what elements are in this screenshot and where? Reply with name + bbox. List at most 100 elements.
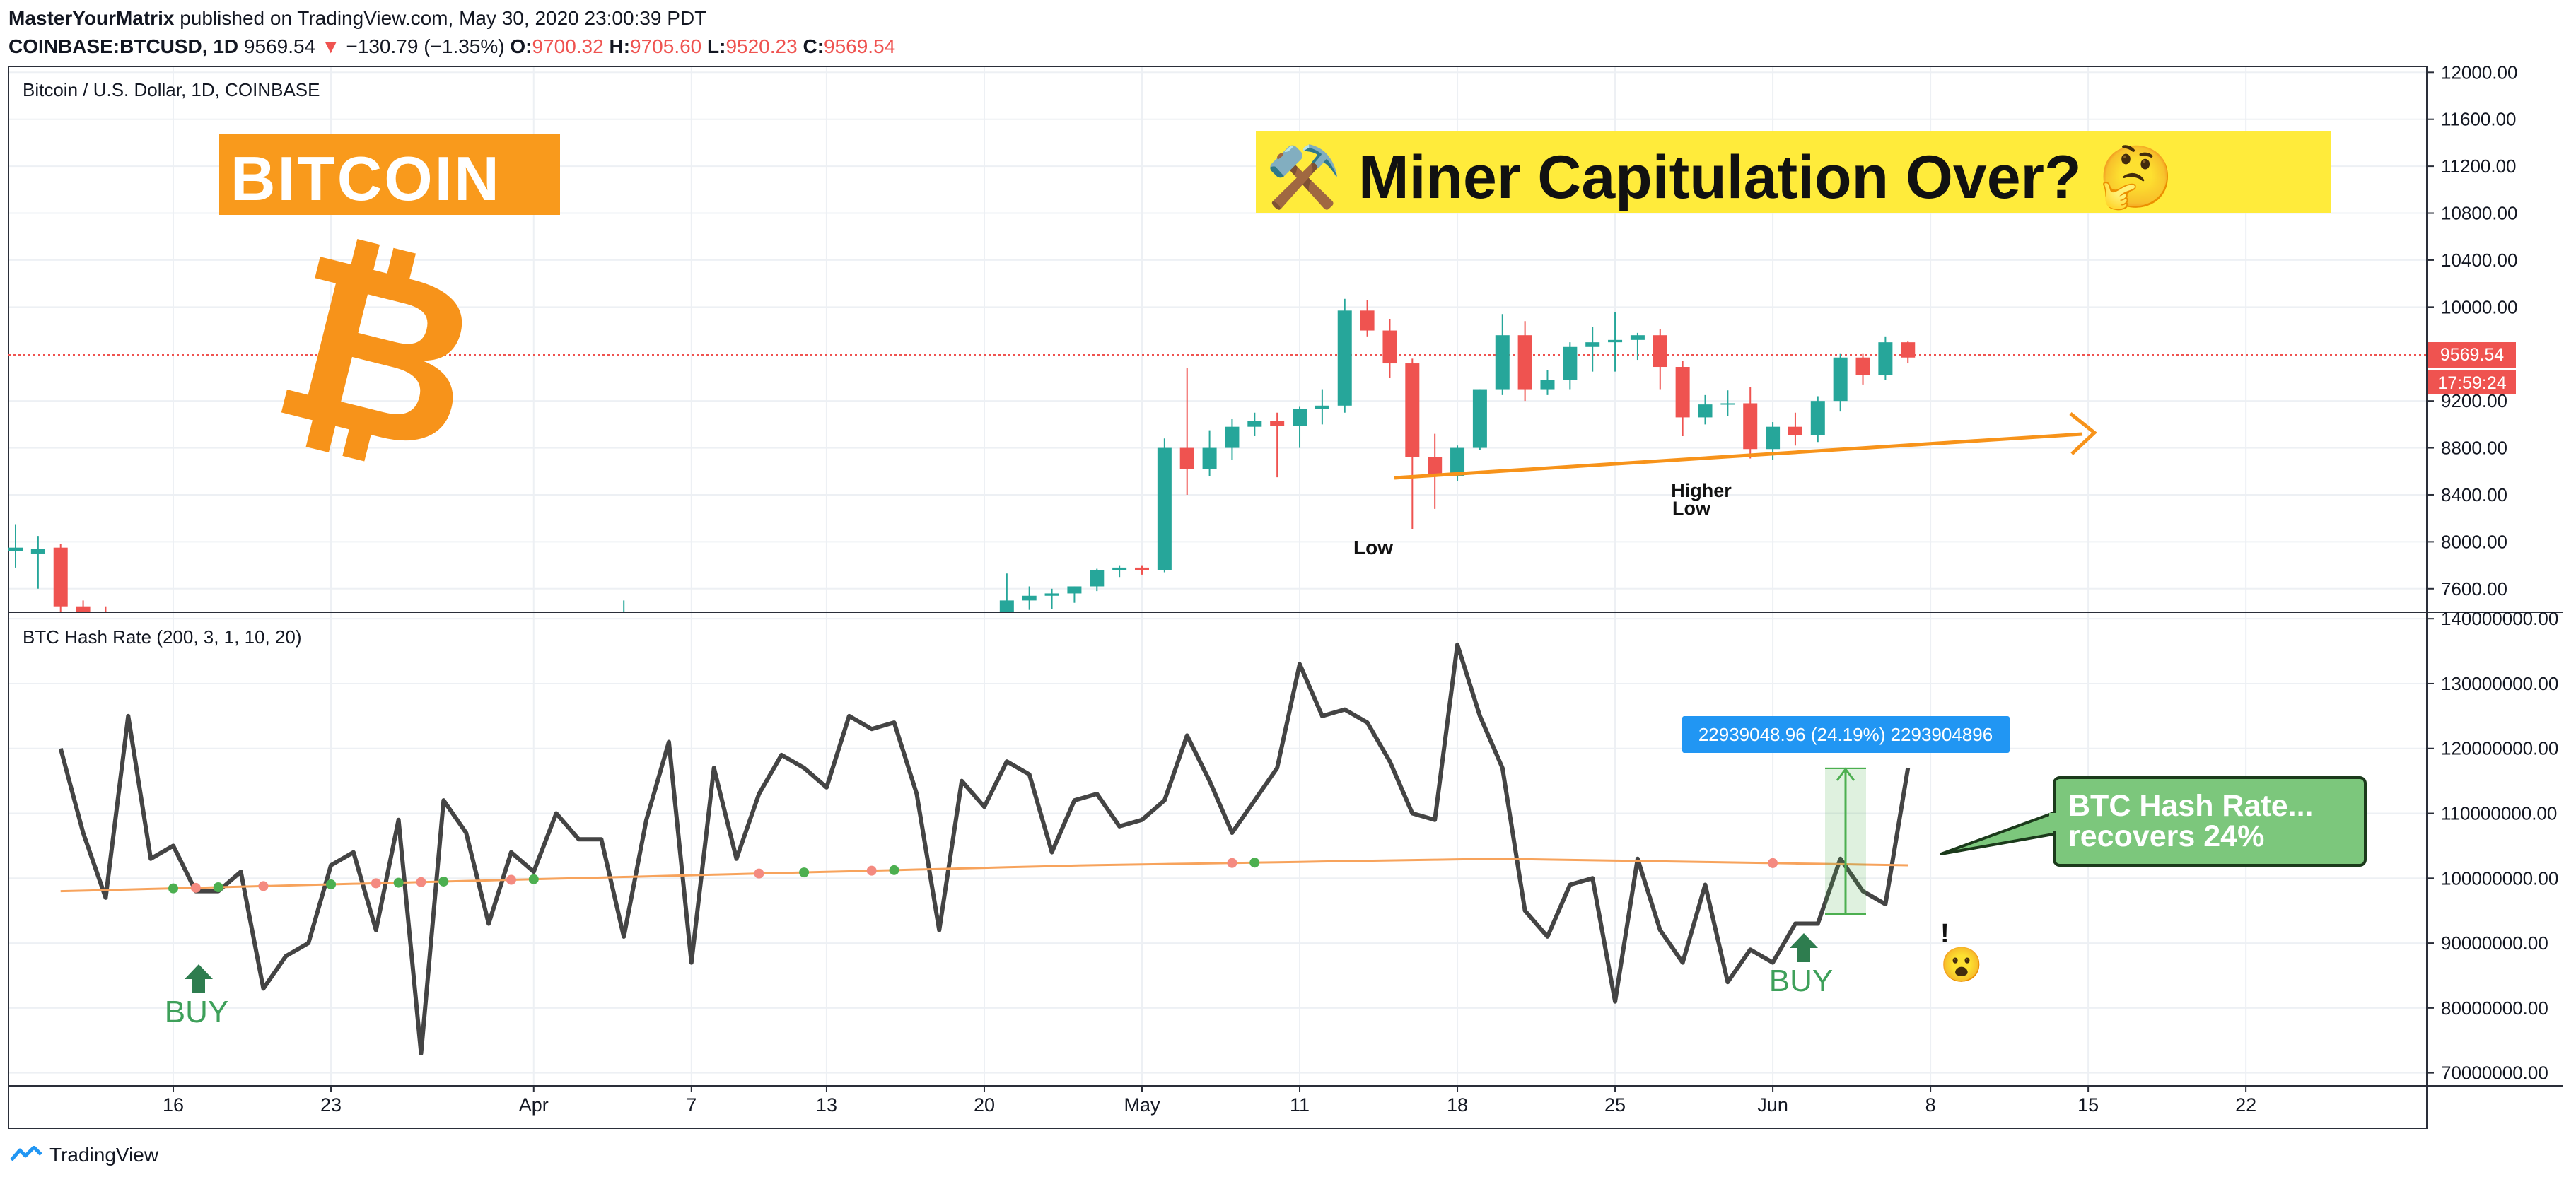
candle-body[interactable] xyxy=(865,621,879,622)
candle-body[interactable] xyxy=(752,621,766,622)
candle-body[interactable] xyxy=(1337,310,1352,406)
time-tick-label: 18 xyxy=(1447,1094,1468,1116)
candle-body[interactable] xyxy=(842,619,856,621)
candle-body[interactable] xyxy=(1855,357,1870,375)
candle-body[interactable] xyxy=(1090,570,1105,587)
candle-body[interactable] xyxy=(887,621,902,622)
candle-body[interactable] xyxy=(774,621,788,622)
candle-body[interactable] xyxy=(1247,421,1262,427)
candle-body[interactable] xyxy=(1022,595,1037,601)
footer[interactable]: TradingView xyxy=(10,1141,158,1169)
time-tick-label: 25 xyxy=(1604,1094,1626,1116)
candle-body[interactable] xyxy=(1720,403,1735,405)
candle-body[interactable] xyxy=(1540,380,1555,390)
hash-moving-average[interactable] xyxy=(60,858,1908,893)
candle-body[interactable] xyxy=(482,619,496,621)
candle-body[interactable] xyxy=(1450,447,1465,476)
candle-body[interactable] xyxy=(572,619,586,621)
price-axis[interactable]: 12000.00 11600.00 11200.00 10800.00 10400.00… xyxy=(2427,62,2517,599)
candle-body[interactable] xyxy=(662,621,676,623)
candle-body[interactable] xyxy=(369,620,383,621)
candle-body[interactable] xyxy=(234,621,248,622)
candle-body[interactable] xyxy=(1225,426,1240,448)
candle-body[interactable] xyxy=(1202,447,1217,469)
candle-body[interactable] xyxy=(211,621,226,623)
candle-body[interactable] xyxy=(1517,335,1532,390)
candle-body[interactable] xyxy=(346,620,361,621)
candle-body[interactable] xyxy=(999,600,1014,618)
candle-body[interactable] xyxy=(1044,593,1059,596)
candle-body[interactable] xyxy=(1743,403,1758,450)
candle-body[interactable] xyxy=(1270,421,1285,426)
hash-tick-label: 70000000.00 xyxy=(2441,1063,2548,1084)
candle-body[interactable] xyxy=(1563,346,1578,380)
close-label: C: xyxy=(803,35,824,57)
candle-body[interactable] xyxy=(301,619,315,621)
candle-body[interactable] xyxy=(76,606,91,612)
candle-body[interactable] xyxy=(594,619,608,621)
candle-body[interactable] xyxy=(730,619,744,621)
candle-body[interactable] xyxy=(8,547,23,551)
candle-body[interactable] xyxy=(1675,367,1690,418)
candle-body[interactable] xyxy=(436,621,450,622)
candle-body[interactable] xyxy=(932,619,946,621)
candle-body[interactable] xyxy=(549,621,564,622)
candle-body[interactable] xyxy=(30,549,45,554)
candle-body[interactable] xyxy=(53,547,68,607)
author-name[interactable]: MasterYourMatrix xyxy=(8,7,175,29)
candle-body[interactable] xyxy=(1135,567,1149,570)
candle-body[interactable] xyxy=(1766,426,1781,450)
candle-body[interactable] xyxy=(1495,335,1510,390)
candle-body[interactable] xyxy=(1315,405,1329,409)
time-tick-label: 23 xyxy=(320,1094,342,1116)
candle-body[interactable] xyxy=(189,619,203,623)
time-axis[interactable]: 16 23 Apr 7 13 20 May 11 18 25 Jun 8 15 22 xyxy=(163,1086,2256,1116)
candle-body[interactable] xyxy=(504,621,518,622)
candle-body[interactable] xyxy=(1608,339,1623,343)
candle-body[interactable] xyxy=(1157,447,1172,570)
candle-body[interactable] xyxy=(707,619,721,621)
support-trendline[interactable] xyxy=(1394,432,2083,480)
candle-body[interactable] xyxy=(98,612,112,618)
candle-body[interactable] xyxy=(1630,335,1645,340)
bar-countdown: 17:59:24 xyxy=(2437,373,2506,393)
candle-body[interactable] xyxy=(1382,330,1397,364)
candle-body[interactable] xyxy=(1112,567,1127,570)
candle-body[interactable] xyxy=(1585,342,1600,347)
candle-body[interactable] xyxy=(1179,447,1194,469)
hash-rate-line[interactable] xyxy=(58,642,1911,1056)
candle-body[interactable] xyxy=(279,621,293,622)
ohlc-line: COINBASE:BTCUSD, 1D 9569.54 ▼ −130.79 (−… xyxy=(8,33,895,61)
bullish-signal-dot xyxy=(889,865,899,875)
price-tick-label: 12000.00 xyxy=(2441,62,2517,83)
hash-axis[interactable]: 140000000.00 130000000.00 120000000.00 1100… xyxy=(2427,608,2558,1084)
candle-body[interactable] xyxy=(909,621,923,622)
surprised-face-icon: 😮 xyxy=(1940,947,1983,984)
candle-body[interactable] xyxy=(1067,586,1082,594)
candle-body[interactable] xyxy=(1293,409,1307,426)
candle-body[interactable] xyxy=(1810,401,1825,435)
callout-line1: BTC Hash Rate... xyxy=(2068,789,2313,823)
candle-body[interactable] xyxy=(144,621,158,624)
candle-body[interactable] xyxy=(797,621,811,622)
last-price: 9569.54 xyxy=(243,35,316,57)
candle-body[interactable] xyxy=(1788,426,1802,435)
candle-body[interactable] xyxy=(1901,342,1916,358)
candle-body[interactable] xyxy=(1653,335,1667,368)
candle-body[interactable] xyxy=(1360,310,1375,331)
candle-body[interactable] xyxy=(1698,404,1713,418)
candle-body[interactable] xyxy=(1472,389,1487,448)
candle-body[interactable] xyxy=(392,621,406,622)
candle-body[interactable] xyxy=(1833,357,1848,402)
candle-body[interactable] xyxy=(1878,342,1893,375)
candle-body[interactable] xyxy=(955,619,969,621)
candle-body[interactable] xyxy=(1428,457,1443,476)
candlestick-series xyxy=(8,298,1916,624)
exclaim-mark: ! xyxy=(1940,919,1950,949)
time-tick-label: Apr xyxy=(519,1094,549,1116)
candle-body[interactable] xyxy=(1405,363,1420,457)
candle-body[interactable] xyxy=(414,621,428,622)
candle-body[interactable] xyxy=(256,621,270,622)
candle-body[interactable] xyxy=(459,619,473,621)
